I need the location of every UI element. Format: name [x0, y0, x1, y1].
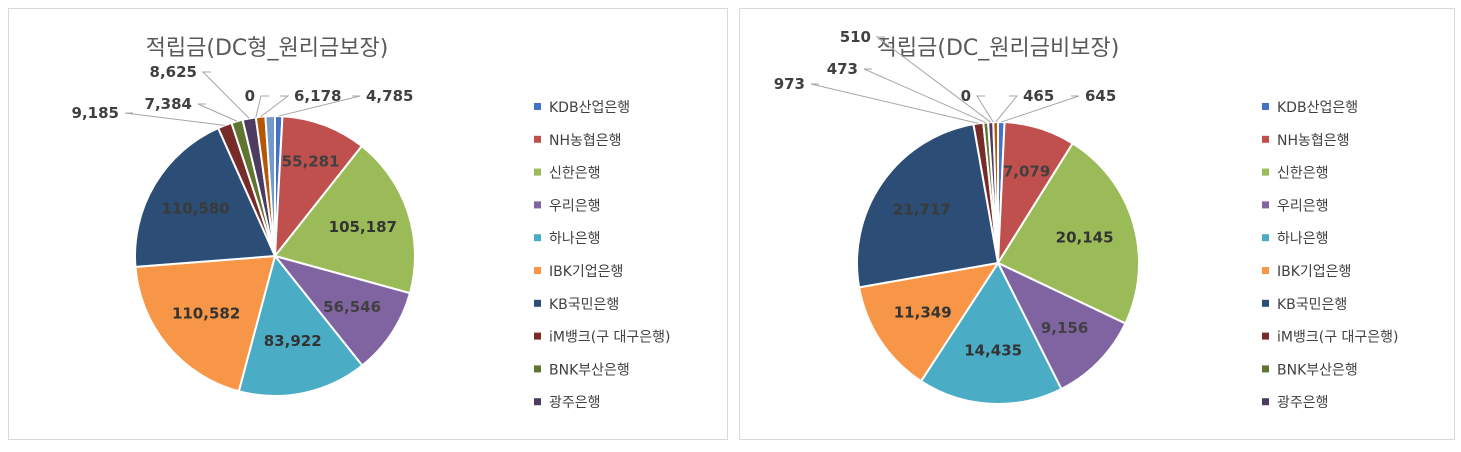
legend-swatch — [1262, 103, 1269, 110]
pie-slice — [856, 122, 1000, 289]
legend-entry: BNK부산은행 — [549, 362, 630, 378]
data-label: 9,156 — [1041, 319, 1088, 337]
legend-swatch — [534, 201, 541, 209]
pie-slice — [237, 253, 364, 397]
pie-slice — [272, 254, 412, 367]
pie-slice — [857, 261, 1001, 383]
legend-entry: iM뱅크(구 대구은행) — [1277, 330, 1399, 346]
legend-entry: 하나은행 — [549, 231, 601, 247]
leader-line — [278, 95, 361, 117]
pie-slice — [992, 120, 999, 264]
data-label: 110,580 — [161, 200, 229, 218]
legend-swatch — [534, 168, 541, 176]
data-label: 14,435 — [964, 341, 1022, 359]
legend-swatch — [1262, 365, 1269, 373]
legend-swatch — [1262, 332, 1269, 340]
legend-swatch — [1262, 135, 1269, 143]
leader-line — [875, 36, 991, 123]
pie-slice — [264, 114, 276, 257]
legend-swatch — [534, 365, 541, 373]
leader-line — [260, 95, 290, 118]
chart-title: 적립금(DC형_원리금보장) — [146, 36, 389, 61]
pie-slice — [273, 144, 416, 295]
data-label: 9,185 — [72, 104, 119, 122]
legend-swatch — [534, 398, 541, 406]
leader-line — [863, 68, 986, 123]
data-label: 0 — [961, 87, 971, 105]
leader-line — [1001, 95, 1080, 123]
legend-entry: iM뱅크(구 대구은행) — [549, 330, 671, 346]
legend-entry: 신한은행 — [1277, 166, 1329, 182]
legend-entry: 하나은행 — [1277, 231, 1329, 247]
data-label: 21,717 — [893, 201, 951, 219]
data-label: 55,281 — [282, 153, 340, 171]
data-label: 8,625 — [150, 63, 197, 81]
legend-entry: NH농협은행 — [549, 133, 622, 149]
pie-slice — [995, 260, 1127, 391]
legend-entry: IBK기업은행 — [1277, 264, 1351, 280]
legend-entry: 우리은행 — [549, 198, 601, 214]
leader-line — [124, 112, 225, 126]
legend-entry: 광주은행 — [1277, 395, 1329, 411]
legend-entry: NH농협은행 — [1277, 133, 1350, 149]
data-label: 83,922 — [264, 332, 322, 350]
legend-swatch — [534, 267, 541, 274]
pie-slice — [134, 126, 277, 269]
data-label: 645 — [1085, 87, 1116, 105]
chart-panel-dc-guaranteed: 적립금(DC형_원리금보장) 4,785 55,281 105,187 56,546 8… — [8, 8, 728, 440]
legend-swatch — [534, 299, 541, 307]
data-label: 465 — [1023, 87, 1054, 105]
legend-swatch — [1262, 299, 1269, 307]
data-label: 105,187 — [329, 218, 397, 236]
pie-slice — [996, 142, 1140, 325]
pie-slice — [134, 254, 277, 393]
data-label: 973 — [774, 75, 805, 93]
pie-slice — [273, 115, 364, 260]
pie-chart-dc-guaranteed: 적립금(DC형_원리금보장) 4,78555,281105,18756,5468… — [72, 36, 671, 411]
data-label: 510 — [840, 28, 871, 46]
leader-line — [976, 95, 994, 123]
leader-line — [201, 71, 250, 119]
legend-swatch — [1262, 267, 1269, 274]
legend-entry: 우리은행 — [1277, 198, 1329, 214]
legend-swatch — [1262, 201, 1269, 209]
leader-line — [995, 95, 1019, 123]
legend-swatch — [534, 234, 541, 242]
data-label: 4,785 — [366, 87, 413, 105]
chart-title: 적립금(DC_원리금비보장) — [877, 36, 1120, 61]
data-label: 0 — [245, 87, 255, 105]
data-label: 473 — [827, 60, 858, 78]
pie-slice — [919, 260, 1063, 405]
chart-panel-dc-non-guaranteed: 적립금(DC_원리금비보장) 645 7,079 20,145 9,156 14,435… — [739, 8, 1455, 440]
data-label: 11,349 — [894, 304, 952, 322]
legend-entry: KDB산업은행 — [1277, 100, 1358, 116]
legend-swatch — [1262, 168, 1269, 176]
data-label: 20,145 — [1056, 229, 1114, 247]
legend-swatch — [1262, 398, 1269, 406]
legend-swatch — [534, 103, 541, 110]
legend-swatch — [534, 332, 541, 340]
legend-swatch — [1262, 234, 1269, 242]
legend-entry: 광주은행 — [549, 395, 601, 411]
data-label: 110,582 — [172, 304, 240, 322]
pie-chart-dc-non-guaranteed: 적립금(DC_원리금비보장) 645 7,079 20,145 9,156 14,435… — [774, 28, 1399, 411]
legend-entry: IBK기업은행 — [549, 264, 623, 280]
data-label: 56,546 — [323, 298, 381, 316]
data-label: 7,079 — [1003, 162, 1050, 180]
legend-entry: KDB산업은행 — [549, 100, 630, 116]
leader-line — [810, 83, 979, 124]
legend-entry: KB국민은행 — [1277, 297, 1347, 313]
data-label: 6,178 — [294, 87, 341, 105]
legend-entry: KB국민은행 — [549, 297, 619, 313]
data-label: 7,384 — [145, 95, 192, 113]
legend-entry: BNK부산은행 — [1277, 362, 1358, 378]
leader-line — [255, 95, 269, 118]
legend-swatch — [534, 135, 541, 143]
legend-entry: 신한은행 — [549, 166, 601, 182]
leader-line — [197, 103, 238, 122]
